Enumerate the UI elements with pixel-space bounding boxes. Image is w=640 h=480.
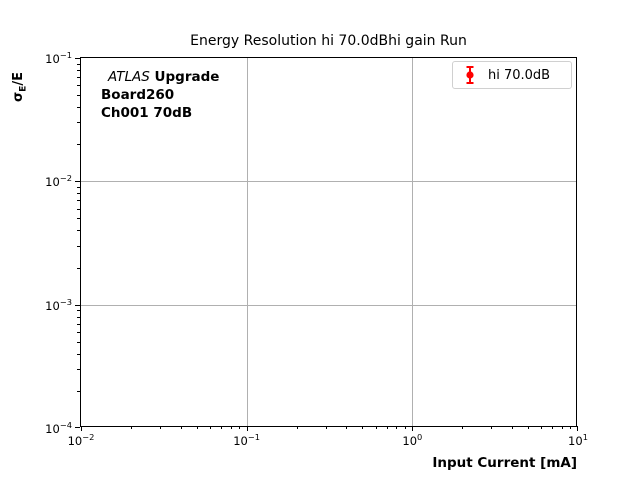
x-minor-tick bbox=[325, 426, 327, 429]
x-tick-label: 101 bbox=[568, 432, 588, 448]
y-tick-label: 10−3 bbox=[45, 296, 72, 313]
y-minor-tick bbox=[77, 77, 80, 79]
errorbar-marker-icon bbox=[466, 66, 474, 84]
y-minor-tick bbox=[77, 208, 80, 210]
x-minor-tick bbox=[491, 426, 493, 429]
x-minor-tick bbox=[528, 426, 530, 429]
annotation-line-2: Board260 bbox=[101, 87, 175, 103]
y-axis-label-rest: /E bbox=[11, 72, 26, 86]
y-minor-tick bbox=[77, 323, 80, 325]
y-major-tick bbox=[75, 304, 80, 306]
x-gridline bbox=[412, 58, 414, 426]
y-tick-label: 10−2 bbox=[45, 173, 72, 190]
x-minor-tick bbox=[404, 426, 406, 429]
y-minor-tick bbox=[77, 122, 80, 124]
x-axis-label: Input Current [mA] bbox=[432, 455, 577, 471]
y-minor-tick bbox=[77, 390, 80, 392]
y-minor-tick bbox=[77, 218, 80, 220]
x-minor-tick bbox=[346, 426, 348, 429]
y-minor-tick bbox=[77, 267, 80, 269]
x-minor-tick bbox=[180, 426, 182, 429]
y-gridline bbox=[81, 304, 576, 306]
y-gridline bbox=[81, 181, 576, 183]
y-minor-tick bbox=[77, 95, 80, 97]
y-axis-label: σE/E bbox=[11, 72, 29, 102]
y-minor-tick bbox=[77, 193, 80, 195]
y-minor-tick bbox=[77, 353, 80, 355]
y-minor-tick bbox=[77, 69, 80, 71]
y-major-tick bbox=[75, 181, 80, 183]
plot-area: ATLAS Upgrade Board260 Ch001 70dB hi 70.… bbox=[45, 50, 588, 448]
x-minor-tick bbox=[552, 426, 554, 429]
chart-title: Energy Resolution hi 70.0dBhi gain Run bbox=[190, 33, 467, 49]
y-tick-label: 10−1 bbox=[45, 50, 72, 66]
annotation-atlas: ATLAS bbox=[108, 69, 150, 85]
x-major-tick bbox=[81, 426, 82, 431]
x-minor-tick bbox=[375, 426, 377, 429]
y-minor-tick bbox=[77, 200, 80, 202]
annotation-line-1: ATLAS Upgrade bbox=[101, 68, 219, 86]
x-minor-tick bbox=[570, 426, 572, 429]
y-minor-tick bbox=[77, 63, 80, 65]
x-tick-label: 100 bbox=[402, 432, 423, 448]
x-minor-tick bbox=[230, 426, 232, 429]
x-minor-tick bbox=[362, 426, 364, 429]
y-minor-tick bbox=[77, 107, 80, 109]
y-minor-tick bbox=[77, 316, 80, 318]
atlas-annotation: ATLAS Upgrade Board260 Ch001 70dB bbox=[101, 68, 219, 122]
x-major-tick bbox=[246, 426, 248, 431]
x-minor-tick bbox=[196, 426, 198, 429]
x-minor-tick bbox=[541, 426, 543, 429]
annotation-upgrade: Upgrade bbox=[149, 69, 220, 85]
y-minor-tick bbox=[77, 332, 80, 334]
y-minor-tick bbox=[77, 310, 80, 312]
x-tick-label: 10−2 bbox=[67, 432, 95, 448]
x-gridline bbox=[246, 58, 248, 426]
x-major-tick bbox=[412, 426, 414, 431]
y-axis-label-subscript: E bbox=[18, 85, 29, 92]
x-minor-tick bbox=[561, 426, 563, 429]
x-minor-tick bbox=[296, 426, 298, 429]
y-axis-label-sigma: σ bbox=[11, 91, 26, 102]
x-tick-label: 10−1 bbox=[233, 432, 261, 448]
y-minor-tick bbox=[77, 144, 80, 146]
legend-entry-label: hi 70.0dB bbox=[488, 67, 551, 83]
legend-box: hi 70.0dB bbox=[452, 61, 572, 89]
y-major-tick bbox=[75, 58, 80, 59]
annotation-line-3: Ch001 70dB bbox=[101, 105, 193, 121]
y-minor-tick bbox=[77, 341, 80, 343]
x-minor-tick bbox=[239, 426, 241, 429]
x-minor-tick bbox=[396, 426, 398, 429]
y-minor-tick bbox=[77, 369, 80, 371]
y-minor-tick bbox=[77, 85, 80, 87]
y-minor-tick bbox=[77, 230, 80, 232]
x-minor-tick bbox=[130, 426, 132, 429]
x-minor-tick bbox=[209, 426, 211, 429]
x-minor-tick bbox=[462, 426, 464, 429]
y-minor-tick bbox=[77, 245, 80, 247]
y-minor-tick bbox=[77, 186, 80, 188]
x-minor-tick bbox=[221, 426, 222, 429]
x-minor-tick bbox=[512, 426, 514, 429]
x-major-tick bbox=[577, 426, 578, 431]
y-major-tick bbox=[75, 427, 80, 428]
x-minor-tick bbox=[160, 426, 162, 429]
x-minor-tick bbox=[386, 426, 388, 429]
y-tick-label: 10−4 bbox=[45, 420, 72, 436]
